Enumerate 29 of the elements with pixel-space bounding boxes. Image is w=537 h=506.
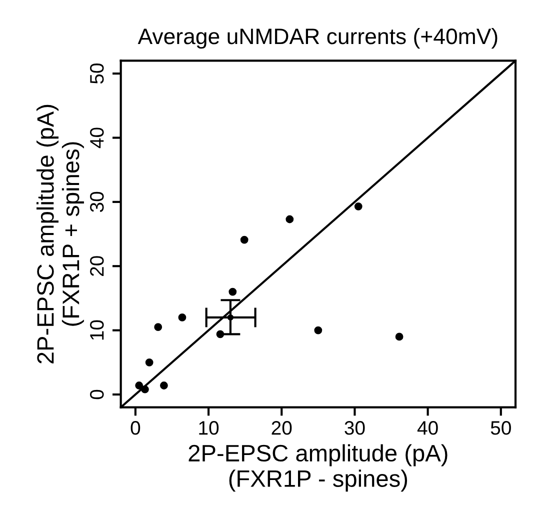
point [135,382,144,390]
chart-title: Average uNMDAR currents (+40mV) [138,28,498,49]
y-axis-title: 2P-EPSC amplitude (pA) (FXR1P + spines) [36,104,84,364]
point [160,382,168,390]
point [140,385,149,394]
point [227,314,234,321]
y-tick-label: 0 [90,390,104,400]
x-tick-label: 10 [199,421,219,435]
x-tick-label: 50 [490,421,511,435]
x-tick-label: 20 [272,421,292,435]
y-tick-label: 40 [90,128,104,148]
x-tick-label: 0 [130,421,140,435]
point [216,330,224,338]
x-axis-title: 2P-EPSC amplitude (pA) (FXR1P - spines) [188,444,448,492]
point [286,215,294,224]
point [228,288,237,296]
y-tick-label: 10 [90,320,104,340]
point [154,323,162,332]
y-tick-label: 30 [90,192,104,212]
point [145,358,154,366]
point [354,202,362,210]
point [314,326,322,334]
x-tick-label: 40 [417,421,438,435]
point [178,314,186,322]
x-tick-label: 30 [344,421,365,435]
point [240,236,248,244]
point [395,332,404,341]
y-tick-label: 20 [90,256,104,276]
y-tick-label: 50 [90,64,104,84]
